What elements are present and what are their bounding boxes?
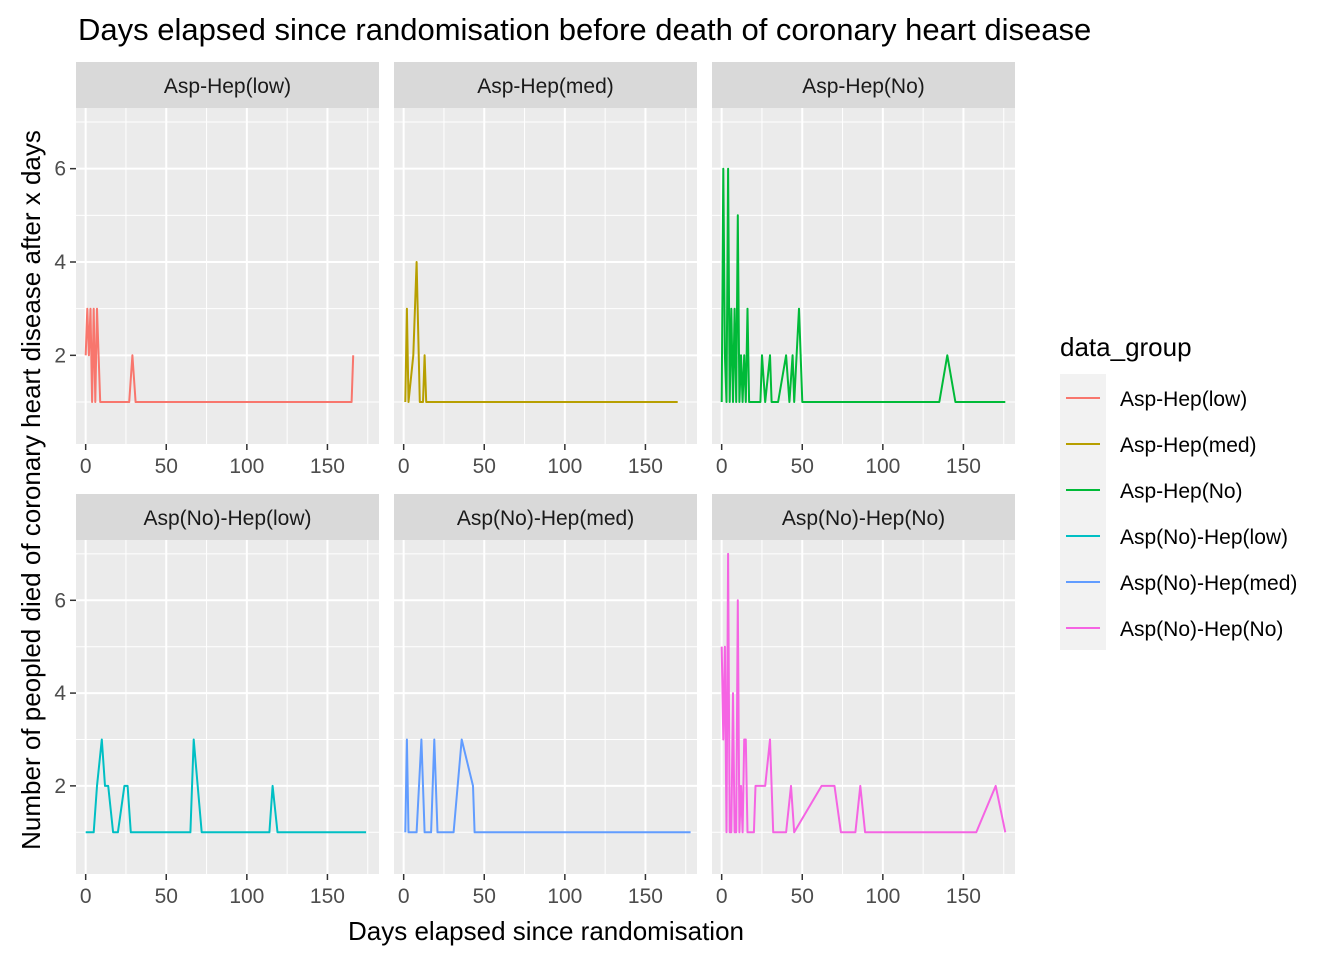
x-tick-label: 0 xyxy=(398,455,410,478)
x-tick-label: 100 xyxy=(547,885,582,908)
x-tick-label: 150 xyxy=(628,885,663,908)
legend-label: Asp-Hep(low) xyxy=(1120,388,1247,411)
x-tick-label: 150 xyxy=(310,885,345,908)
x-tick-label: 50 xyxy=(473,885,496,908)
x-tick-label: 150 xyxy=(628,455,663,478)
legend-label: Asp-Hep(No) xyxy=(1120,480,1243,503)
x-tick-label: 0 xyxy=(716,885,728,908)
facet-panel: Asp(No)-Hep(low) 0 50 100 150 2 4 6 xyxy=(54,494,379,908)
panel-background xyxy=(394,540,697,874)
x-tick-label: 50 xyxy=(155,885,178,908)
x-tick-label: 150 xyxy=(310,455,345,478)
facet-strip-label: Asp(No)-Hep(low) xyxy=(143,507,311,530)
facet-strip xyxy=(712,62,1015,108)
x-tick-label: 0 xyxy=(80,455,92,478)
y-axis-title: Number of peopled died of coronary heart… xyxy=(16,130,46,850)
panel-background xyxy=(76,540,379,874)
x-tick-label: 50 xyxy=(155,455,178,478)
x-tick-label: 150 xyxy=(946,885,981,908)
series-line xyxy=(720,552,1007,834)
facet-strip-label: Asp-Hep(low) xyxy=(164,75,291,98)
y-tick-label: 4 xyxy=(54,682,66,705)
series-line xyxy=(84,307,355,403)
legend-label: Asp-Hep(med) xyxy=(1120,434,1257,457)
legend-item: Asp-Hep(med) xyxy=(1066,434,1257,457)
series-line xyxy=(404,738,691,834)
legend-item: Asp(No)-Hep(No) xyxy=(1066,618,1283,641)
facet-strip xyxy=(394,494,697,540)
x-tick-label: 150 xyxy=(946,455,981,478)
panel-background xyxy=(712,108,1015,444)
x-tick-label: 50 xyxy=(473,455,496,478)
legend-label: Asp(No)-Hep(low) xyxy=(1120,526,1288,549)
panel-background xyxy=(76,108,379,444)
facet-panel: Asp-Hep(low) 0 50 100 150 2 4 6 xyxy=(54,62,379,478)
x-tick-label: 0 xyxy=(80,885,92,908)
legend-title: data_group xyxy=(1060,332,1192,362)
legend-item: Asp(No)-Hep(med) xyxy=(1066,572,1297,595)
x-tick-label: 0 xyxy=(398,885,410,908)
x-tick-label: 0 xyxy=(716,455,728,478)
facet-strip xyxy=(712,494,1015,540)
panel-background xyxy=(394,108,697,444)
x-tick-label: 50 xyxy=(791,455,814,478)
series-line xyxy=(404,261,678,403)
y-tick-label: 4 xyxy=(54,251,66,274)
facet-panel: Asp-Hep(med) 0 50 100 150 xyxy=(394,62,697,478)
facet-panel: Asp-Hep(No) 0 50 100 150 xyxy=(712,62,1015,478)
facet-strip-label: Asp-Hep(No) xyxy=(802,75,925,98)
facet-strip xyxy=(76,62,379,108)
chart-title: Days elapsed since randomisation before … xyxy=(78,12,1091,47)
x-tick-label: 100 xyxy=(865,455,900,478)
y-tick-label: 6 xyxy=(54,589,66,612)
x-tick-label: 100 xyxy=(865,885,900,908)
legend-item: Asp-Hep(low) xyxy=(1066,388,1247,411)
legend-key-background xyxy=(1060,374,1106,650)
legend: data_group Asp-Hep(low)Asp-Hep(med)Asp-H… xyxy=(1060,332,1297,650)
x-tick-label: 100 xyxy=(229,455,264,478)
y-tick-label: 2 xyxy=(54,344,66,367)
legend-items: Asp-Hep(low) Asp-Hep(med) Asp-Hep(No) Asp(N… xyxy=(1066,388,1297,641)
x-tick-label: 100 xyxy=(547,455,582,478)
x-tick-label: 50 xyxy=(791,885,814,908)
x-tick-label: 100 xyxy=(229,885,264,908)
facet-strip-label: Asp(No)-Hep(No) xyxy=(782,507,945,530)
y-tick-label: 6 xyxy=(54,158,66,181)
facet-panels: Asp-Hep(low) 0 50 100 150 2 4 6 Asp-Hep(med) 0 50 1… xyxy=(54,62,1015,908)
facet-strip-label: Asp-Hep(med) xyxy=(477,75,614,98)
x-axis-title: Days elapsed since randomisation xyxy=(348,916,744,946)
facet-panel: Asp(No)-Hep(No) 0 50 100 150 xyxy=(712,494,1015,908)
series-line xyxy=(85,738,367,834)
series-line xyxy=(720,167,1006,403)
facet-strip xyxy=(76,494,379,540)
legend-item: Asp-Hep(No) xyxy=(1066,480,1243,503)
facet-strip xyxy=(394,62,697,108)
legend-label: Asp(No)-Hep(med) xyxy=(1120,572,1297,595)
legend-item: Asp(No)-Hep(low) xyxy=(1066,526,1288,549)
facet-panel: Asp(No)-Hep(med) 0 50 100 150 xyxy=(394,494,697,908)
y-tick-label: 2 xyxy=(54,775,66,798)
legend-label: Asp(No)-Hep(No) xyxy=(1120,618,1283,641)
facet-strip-label: Asp(No)-Hep(med) xyxy=(457,507,634,530)
